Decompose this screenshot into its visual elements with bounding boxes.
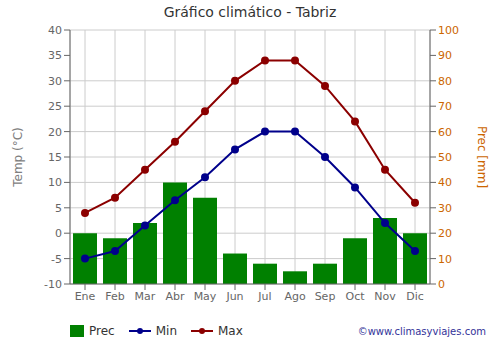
svg-text:10: 10 [48,176,62,189]
svg-text:Feb: Feb [105,290,124,303]
svg-text:Abr: Abr [165,290,185,303]
svg-text:60: 60 [438,126,452,139]
svg-text:-10: -10 [44,278,62,291]
svg-text:Jul: Jul [257,290,271,303]
svg-text:Prec [mm]: Prec [mm] [475,126,489,188]
svg-text:50: 50 [438,151,452,164]
svg-text:30: 30 [438,202,452,215]
svg-text:Oct: Oct [345,290,365,303]
svg-text:20: 20 [438,227,452,240]
svg-text:70: 70 [438,100,452,113]
svg-text:35: 35 [48,49,62,62]
html-text:Max: Max [218,324,243,338]
svg-text:90: 90 [438,49,452,62]
svg-text:20: 20 [48,126,62,139]
svg-text:Mar: Mar [135,290,156,303]
svg-text:0: 0 [438,278,445,291]
html-text:©www.climasyviajes.com: ©www.climasyviajes.com [357,325,486,337]
svg-text:40: 40 [48,24,62,37]
svg-text:0: 0 [55,227,62,240]
svg-text:Jun: Jun [225,290,243,303]
svg-text:15: 15 [48,151,62,164]
svg-text:-5: -5 [51,253,62,266]
svg-text:May: May [194,290,217,303]
html-text:Min: Min [155,324,177,338]
svg-text:40: 40 [438,176,452,189]
html-text:Prec: Prec [89,324,115,338]
svg-text:Dic: Dic [406,290,424,303]
svg-text:80: 80 [438,75,452,88]
svg-text:Ene: Ene [75,290,96,303]
svg-text:Sep: Sep [315,290,336,303]
svg-text:30: 30 [48,75,62,88]
svg-text:Nov: Nov [374,290,396,303]
svg-text:100: 100 [438,24,459,37]
svg-text:25: 25 [48,100,62,113]
svg-text:Ago: Ago [284,290,306,303]
svg-text:5: 5 [55,202,62,215]
svg-text:10: 10 [438,253,452,266]
html-text:Gráfico climático - Tabriz: Gráfico climático - Tabriz [163,4,337,20]
svg-text:Temp (°C): Temp (°C) [11,127,25,188]
